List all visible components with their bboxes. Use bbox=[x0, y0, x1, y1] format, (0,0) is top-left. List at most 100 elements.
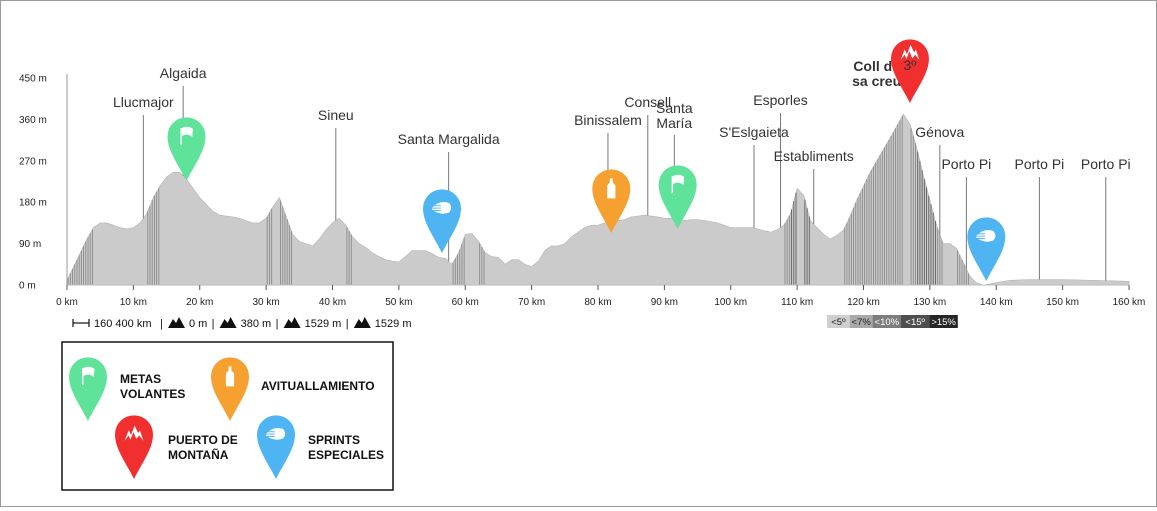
gradient-swatch bbox=[901, 315, 930, 328]
metas-volantes-pin-shape bbox=[658, 165, 697, 229]
sprint-especial-glyph bbox=[432, 201, 452, 214]
map-markers: 3º bbox=[167, 39, 1006, 281]
sprint-especial-glyph bbox=[265, 427, 286, 440]
x-tick-label: 50 km bbox=[385, 297, 412, 308]
puerto-montana-glyph bbox=[900, 44, 920, 61]
avituallamiento-glyph bbox=[607, 178, 616, 199]
summary-stat-value: 1529 m bbox=[375, 318, 412, 330]
flag-icon bbox=[181, 126, 193, 137]
puerto-montana-pin-shape bbox=[890, 39, 929, 103]
waypoint-label: Esporles bbox=[753, 92, 807, 108]
profile-area-shape bbox=[66, 113, 1130, 286]
y-tick-label: 360 m bbox=[19, 115, 47, 126]
waypoint-labels: Llucmajor Algaida Sineu Santa Margalida Bini… bbox=[113, 58, 1131, 172]
waypoint-label: Porto Pi bbox=[1014, 156, 1064, 172]
ascent-icon bbox=[283, 317, 301, 328]
marker-legend: METAS VOLANTES AVITUALLAMIENTO PUERTO DE MON… bbox=[61, 341, 394, 491]
bottle-icon bbox=[607, 178, 616, 199]
sprint-especial-glyph bbox=[976, 229, 996, 242]
x-tick-label: 110 km bbox=[781, 297, 813, 308]
waypoint-label: Santa María bbox=[656, 100, 693, 131]
x-tick-label: 0 km bbox=[56, 297, 78, 308]
mountain-icon bbox=[900, 44, 920, 61]
waypoint-label: Sineu bbox=[318, 107, 354, 123]
sprint-especial-marker bbox=[423, 189, 462, 253]
stat-separator: | bbox=[346, 318, 349, 330]
waypoint-label: Establiments bbox=[774, 148, 854, 164]
waypoint-label: Algaida bbox=[160, 65, 207, 81]
gradient-swatch bbox=[872, 315, 901, 328]
y-tick-label: 450 m bbox=[19, 74, 47, 85]
x-tick-label: 90 km bbox=[651, 297, 678, 308]
summary-stat-value: 380 m bbox=[241, 318, 272, 330]
y-tick-label: 270 m bbox=[19, 156, 47, 167]
gradient-swatch bbox=[929, 315, 958, 328]
metas-volantes-glyph bbox=[671, 174, 685, 194]
flag-icon bbox=[672, 174, 685, 185]
gradient-swatch bbox=[849, 315, 873, 328]
legend-label: SPRINTS ESPECIALES bbox=[308, 433, 384, 462]
avituallamiento-marker bbox=[592, 169, 631, 233]
summary-stat-value: 1529 m bbox=[305, 318, 342, 330]
mountain-mini-icon bbox=[168, 317, 185, 328]
legend-label: AVITUALLAMIENTO bbox=[261, 379, 375, 393]
y-tick-label: 90 m bbox=[19, 239, 41, 250]
x-tick-label: 130 km bbox=[913, 297, 946, 308]
legend-sprint-especial-marker bbox=[257, 415, 295, 479]
summary-stat-value: 0 m bbox=[189, 318, 207, 330]
metas-volantes-glyph bbox=[180, 126, 193, 146]
descent-icon bbox=[353, 317, 371, 328]
x-tick-label: 100 km bbox=[714, 297, 747, 308]
waypoint-label: S'Eslgaieta bbox=[719, 124, 789, 140]
puerto-montana-pin-shape bbox=[115, 415, 153, 479]
waypoint-label: Binissalem bbox=[574, 112, 642, 128]
summary-stat-value: 160 400 km bbox=[94, 318, 151, 330]
gradient-label: <7% bbox=[852, 317, 872, 328]
x-tick-label: 40 km bbox=[319, 297, 346, 308]
waypoint-label: Porto Pi bbox=[941, 156, 991, 172]
stat-separator: | bbox=[212, 318, 215, 330]
mountain-icon bbox=[124, 425, 144, 441]
climb-category-label: 3º bbox=[904, 57, 917, 73]
waypoint-label: Santa Margalida bbox=[398, 131, 500, 147]
max-altitude-icon bbox=[219, 317, 237, 328]
x-tick-label: 20 km bbox=[186, 297, 213, 308]
gradient-swatch bbox=[827, 315, 850, 328]
puerto-montana-glyph bbox=[124, 425, 144, 441]
gradient-label: <15º bbox=[905, 317, 925, 328]
distance-icon bbox=[72, 319, 90, 327]
sprint-especial-pin-shape bbox=[967, 217, 1006, 281]
waypoint-label: Génova bbox=[915, 124, 964, 140]
metas-volantes-glyph bbox=[81, 366, 95, 386]
sprint-especial-marker bbox=[967, 217, 1006, 281]
min-altitude-icon bbox=[168, 317, 185, 328]
gradient-label: <5º bbox=[831, 317, 846, 328]
gradient-label: <10% bbox=[875, 317, 900, 328]
x-tick-label: 120 km bbox=[847, 297, 880, 308]
flag-icon bbox=[83, 366, 95, 377]
mountain-mini-icon bbox=[283, 317, 301, 328]
avituallamiento-pin-shape bbox=[592, 169, 631, 233]
legend-puerto-montana-marker bbox=[115, 415, 153, 479]
y-tick-label: 180 m bbox=[19, 198, 47, 209]
legend-metas-volantes-marker bbox=[69, 357, 107, 421]
waypoint-label: Porto Pi bbox=[1081, 156, 1131, 172]
gradient-label: >15% bbox=[931, 317, 956, 328]
legend-label: PUERTO DE MONTAÑA bbox=[168, 433, 238, 462]
metas-volantes-marker bbox=[167, 117, 206, 181]
sprint-especial-pin-shape bbox=[423, 189, 462, 253]
x-tick-label: 150 km bbox=[1046, 297, 1079, 308]
avituallamiento-pin-shape bbox=[211, 357, 249, 421]
x-tick-label: 60 km bbox=[452, 297, 479, 308]
stat-separator: | bbox=[276, 318, 279, 330]
profile-area bbox=[66, 113, 1130, 286]
bottle-icon bbox=[225, 366, 235, 387]
y-tick-label: 0 m bbox=[19, 281, 36, 292]
stat-separator: | bbox=[160, 318, 163, 330]
x-tick-label: 160 km bbox=[1113, 297, 1146, 308]
axes: 0 m 90 m 180 m 270 m 360 m 450 m 0 km 10 km 20 k… bbox=[19, 74, 1145, 309]
legend-label: METAS VOLANTES bbox=[120, 372, 185, 401]
legend-avituallamiento-marker bbox=[211, 357, 249, 421]
